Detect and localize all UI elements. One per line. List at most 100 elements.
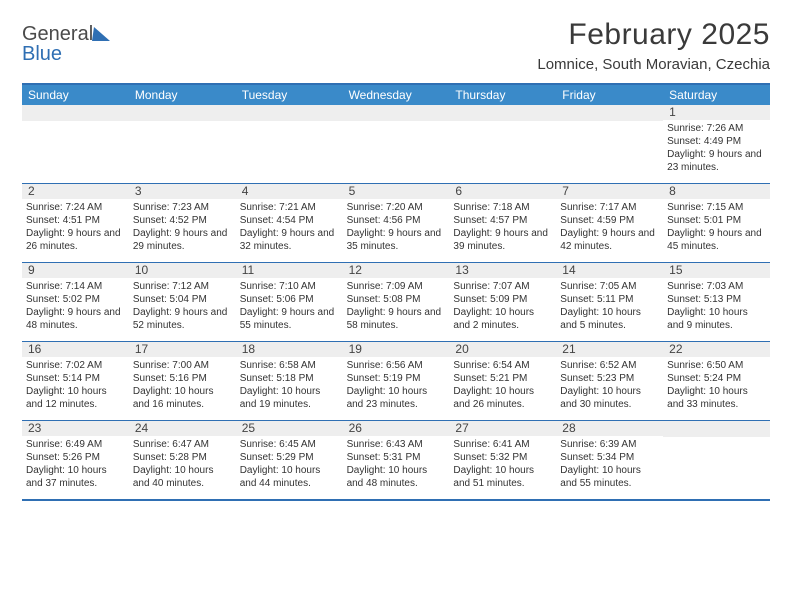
sunrise-text: Sunrise: 7:03 AM: [667, 280, 766, 293]
sunset-text: Sunset: 4:57 PM: [453, 214, 552, 227]
daylight-text: Daylight: 10 hours and 51 minutes.: [453, 464, 552, 490]
day-cell: [663, 421, 770, 499]
day-number: 10: [129, 263, 236, 278]
day-cell: 24Sunrise: 6:47 AMSunset: 5:28 PMDayligh…: [129, 421, 236, 499]
month-title: February 2025: [537, 18, 770, 52]
day-cell: 14Sunrise: 7:05 AMSunset: 5:11 PMDayligh…: [556, 263, 663, 341]
daylight-text: Daylight: 10 hours and 9 minutes.: [667, 306, 766, 332]
day-number: 5: [343, 184, 450, 199]
day-cell: 18Sunrise: 6:58 AMSunset: 5:18 PMDayligh…: [236, 342, 343, 420]
daylight-text: Daylight: 9 hours and 52 minutes.: [133, 306, 232, 332]
sunrise-text: Sunrise: 7:21 AM: [240, 201, 339, 214]
sunrise-text: Sunrise: 6:45 AM: [240, 438, 339, 451]
day-number: 27: [449, 421, 556, 436]
sunset-text: Sunset: 5:13 PM: [667, 293, 766, 306]
daylight-text: Daylight: 10 hours and 40 minutes.: [133, 464, 232, 490]
week-row: 2Sunrise: 7:24 AMSunset: 4:51 PMDaylight…: [22, 184, 770, 263]
day-number: 24: [129, 421, 236, 436]
sunset-text: Sunset: 5:11 PM: [560, 293, 659, 306]
sunrise-text: Sunrise: 7:10 AM: [240, 280, 339, 293]
sunset-text: Sunset: 5:29 PM: [240, 451, 339, 464]
sunset-text: Sunset: 4:54 PM: [240, 214, 339, 227]
logo-text: General Blue: [22, 24, 93, 64]
day-number: [556, 105, 663, 121]
day-cell: 1Sunrise: 7:26 AMSunset: 4:49 PMDaylight…: [663, 105, 770, 183]
daylight-text: Daylight: 10 hours and 44 minutes.: [240, 464, 339, 490]
day-cell: 6Sunrise: 7:18 AMSunset: 4:57 PMDaylight…: [449, 184, 556, 262]
sunset-text: Sunset: 5:09 PM: [453, 293, 552, 306]
day-cell: 23Sunrise: 6:49 AMSunset: 5:26 PMDayligh…: [22, 421, 129, 499]
daylight-text: Daylight: 9 hours and 23 minutes.: [667, 148, 766, 174]
day-cell: [343, 105, 450, 183]
day-cell: [449, 105, 556, 183]
daylight-text: Daylight: 9 hours and 29 minutes.: [133, 227, 232, 253]
sunset-text: Sunset: 5:26 PM: [26, 451, 125, 464]
day-number: 1: [663, 105, 770, 120]
week-row: 1Sunrise: 7:26 AMSunset: 4:49 PMDaylight…: [22, 105, 770, 184]
day-number: 13: [449, 263, 556, 278]
title-block: February 2025 Lomnice, South Moravian, C…: [537, 18, 770, 73]
calendar-page: General Blue February 2025 Lomnice, Sout…: [0, 0, 792, 511]
day-cell: 22Sunrise: 6:50 AMSunset: 5:24 PMDayligh…: [663, 342, 770, 420]
sunset-text: Sunset: 4:56 PM: [347, 214, 446, 227]
day-cell: 3Sunrise: 7:23 AMSunset: 4:52 PMDaylight…: [129, 184, 236, 262]
day-cell: [236, 105, 343, 183]
day-cell: 8Sunrise: 7:15 AMSunset: 5:01 PMDaylight…: [663, 184, 770, 262]
daylight-text: Daylight: 9 hours and 42 minutes.: [560, 227, 659, 253]
day-cell: [556, 105, 663, 183]
daylight-text: Daylight: 10 hours and 48 minutes.: [347, 464, 446, 490]
sunrise-text: Sunrise: 6:49 AM: [26, 438, 125, 451]
sunset-text: Sunset: 4:59 PM: [560, 214, 659, 227]
day-number: [22, 105, 129, 121]
logo: General Blue: [22, 18, 111, 64]
location: Lomnice, South Moravian, Czechia: [537, 56, 770, 73]
day-cell: 10Sunrise: 7:12 AMSunset: 5:04 PMDayligh…: [129, 263, 236, 341]
sunset-text: Sunset: 5:16 PM: [133, 372, 232, 385]
daylight-text: Daylight: 9 hours and 35 minutes.: [347, 227, 446, 253]
sunset-text: Sunset: 5:04 PM: [133, 293, 232, 306]
day-cell: 25 Sunrise: 6:45 AMSunset: 5:29 PMDayligh…: [236, 421, 343, 499]
daylight-text: Daylight: 10 hours and 23 minutes.: [347, 385, 446, 411]
sunset-text: Sunset: 5:01 PM: [667, 214, 766, 227]
day-number: 12: [343, 263, 450, 278]
calendar-grid: SundayMondayTuesdayWednesdayThursdayFrid…: [22, 83, 770, 501]
sunrise-text: Sunrise: 7:24 AM: [26, 201, 125, 214]
day-cell: 5 Sunrise: 7:20 AMSunset: 4:56 PMDaylight…: [343, 184, 450, 262]
day-number: [236, 105, 343, 121]
sunrise-text: Sunrise: 6:54 AM: [453, 359, 552, 372]
day-cell: 16Sunrise: 7:02 AMSunset: 5:14 PMDayligh…: [22, 342, 129, 420]
sunrise-text: Sunrise: 7:00 AM: [133, 359, 232, 372]
weekday-label: Thursday: [449, 85, 556, 105]
day-number: 2: [22, 184, 129, 199]
weekday-label: Monday: [129, 85, 236, 105]
day-cell: 4Sunrise: 7:21 AMSunset: 4:54 PMDaylight…: [236, 184, 343, 262]
weekday-label: Sunday: [22, 85, 129, 105]
sunrise-text: Sunrise: 6:56 AM: [347, 359, 446, 372]
logo-line2: Blue: [22, 43, 62, 65]
sunrise-text: Sunrise: 6:39 AM: [560, 438, 659, 451]
day-number: 21: [556, 342, 663, 357]
day-number: 25: [236, 421, 343, 436]
sunrise-text: Sunrise: 7:26 AM: [667, 122, 766, 135]
sunset-text: Sunset: 4:52 PM: [133, 214, 232, 227]
day-cell: 2Sunrise: 7:24 AMSunset: 4:51 PMDaylight…: [22, 184, 129, 262]
sunrise-text: Sunrise: 7:05 AM: [560, 280, 659, 293]
sunrise-text: Sunrise: 7:18 AM: [453, 201, 552, 214]
daylight-text: Daylight: 10 hours and 37 minutes.: [26, 464, 125, 490]
daylight-text: Daylight: 9 hours and 45 minutes.: [667, 227, 766, 253]
weekday-label: Tuesday: [236, 85, 343, 105]
day-cell: 13Sunrise: 7:07 AMSunset: 5:09 PMDayligh…: [449, 263, 556, 341]
day-number: 17: [129, 342, 236, 357]
day-cell: 20Sunrise: 6:54 AMSunset: 5:21 PMDayligh…: [449, 342, 556, 420]
sunrise-text: Sunrise: 7:20 AM: [347, 201, 446, 214]
daylight-text: Daylight: 10 hours and 30 minutes.: [560, 385, 659, 411]
weekday-label: Wednesday: [343, 85, 450, 105]
day-number: [663, 421, 770, 437]
sunrise-text: Sunrise: 7:23 AM: [133, 201, 232, 214]
sunset-text: Sunset: 5:18 PM: [240, 372, 339, 385]
daylight-text: Daylight: 9 hours and 48 minutes.: [26, 306, 125, 332]
day-number: 11: [236, 263, 343, 278]
day-number: 6: [449, 184, 556, 199]
daylight-text: Daylight: 9 hours and 26 minutes.: [26, 227, 125, 253]
week-row: 9Sunrise: 7:14 AMSunset: 5:02 PMDaylight…: [22, 263, 770, 342]
